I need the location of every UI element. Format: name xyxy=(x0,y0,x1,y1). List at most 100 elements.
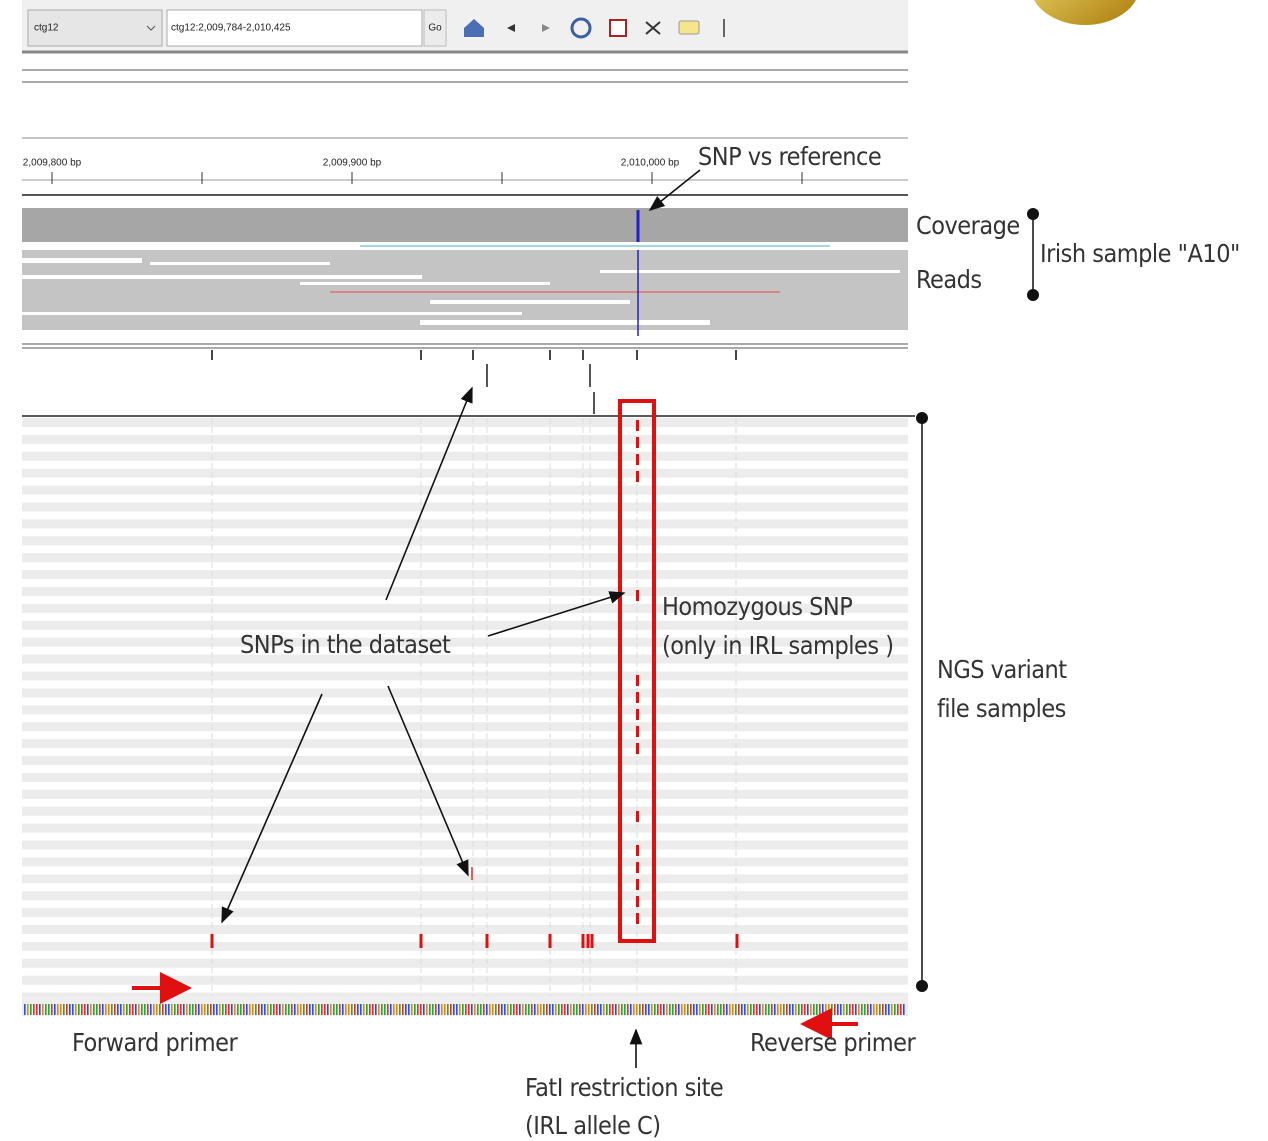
base xyxy=(84,1004,86,1015)
read-gap xyxy=(22,258,142,263)
variant-call xyxy=(736,934,739,948)
base xyxy=(672,1004,674,1015)
base xyxy=(660,1004,662,1015)
base xyxy=(732,1004,734,1015)
ruler-label: 2,009,800 bp xyxy=(23,158,82,169)
base xyxy=(384,1004,386,1015)
base xyxy=(639,1004,641,1015)
variant-call xyxy=(636,862,639,873)
base xyxy=(666,1004,668,1015)
base xyxy=(480,1004,482,1015)
ruler-label: 2,010,000 bp xyxy=(621,158,680,169)
annotation: Forward primer xyxy=(72,1028,238,1057)
annotation: Coverage xyxy=(916,211,1020,240)
base xyxy=(330,1004,332,1015)
base xyxy=(285,1004,287,1015)
variant-call xyxy=(636,879,639,890)
annotation: FatI restriction site xyxy=(525,1073,723,1102)
base xyxy=(567,1004,569,1015)
base xyxy=(57,1004,59,1015)
base xyxy=(258,1004,260,1015)
variant-call xyxy=(591,934,594,948)
sample-row xyxy=(22,621,908,630)
annotation: NGS variant xyxy=(937,655,1067,684)
base xyxy=(195,1004,197,1015)
base xyxy=(189,1004,191,1015)
base xyxy=(273,1004,275,1015)
variant-call xyxy=(636,896,639,907)
base xyxy=(777,1004,779,1015)
base xyxy=(381,1004,383,1015)
base xyxy=(339,1004,341,1015)
base xyxy=(702,1004,704,1015)
sample-row xyxy=(22,553,908,562)
variant-call xyxy=(486,934,489,948)
base xyxy=(279,1004,281,1015)
sample-row xyxy=(22,435,908,444)
base xyxy=(516,1004,518,1015)
base xyxy=(585,1004,587,1015)
base xyxy=(867,1004,869,1015)
screenshot: ctg12 ctg12:2,009,784-2,010,425 Go 2,009… xyxy=(0,0,1268,1141)
base xyxy=(750,1004,752,1015)
annotation: (IRL allele C) xyxy=(525,1111,661,1140)
popup-button[interactable] xyxy=(679,21,699,34)
base xyxy=(336,1004,338,1015)
sample-bracket xyxy=(916,208,1039,992)
base xyxy=(588,1004,590,1015)
base xyxy=(570,1004,572,1015)
base xyxy=(477,1004,479,1015)
read-gap xyxy=(22,312,522,315)
base xyxy=(543,1004,545,1015)
base xyxy=(435,1004,437,1015)
region-button[interactable] xyxy=(610,20,626,36)
base xyxy=(531,1004,533,1015)
sample-row xyxy=(22,519,908,528)
base xyxy=(363,1004,365,1015)
base xyxy=(249,1004,251,1015)
annotation: Reads xyxy=(916,265,982,294)
sample-row xyxy=(22,452,908,461)
sample-row xyxy=(22,857,908,866)
base xyxy=(51,1004,53,1015)
base xyxy=(678,1004,680,1015)
base xyxy=(234,1004,236,1015)
sample-row xyxy=(22,925,908,934)
base xyxy=(210,1004,212,1015)
read-gap xyxy=(600,270,900,273)
base xyxy=(402,1004,404,1015)
base xyxy=(147,1004,149,1015)
base xyxy=(741,1004,743,1015)
base xyxy=(714,1004,716,1015)
base xyxy=(858,1004,860,1015)
sample-row xyxy=(22,418,908,427)
sample-row xyxy=(22,790,908,799)
sample-row xyxy=(22,705,908,714)
base xyxy=(228,1004,230,1015)
base xyxy=(852,1004,854,1015)
base xyxy=(792,1004,794,1015)
variant-call xyxy=(211,934,214,948)
base xyxy=(96,1004,98,1015)
base xyxy=(861,1004,863,1015)
base xyxy=(126,1004,128,1015)
base xyxy=(183,1004,185,1015)
base xyxy=(309,1004,311,1015)
base xyxy=(795,1004,797,1015)
base xyxy=(507,1004,509,1015)
sample-row xyxy=(22,976,908,985)
base xyxy=(438,1004,440,1015)
sample-row xyxy=(22,807,908,816)
base xyxy=(264,1004,266,1015)
base xyxy=(102,1004,104,1015)
base xyxy=(432,1004,434,1015)
base xyxy=(171,1004,173,1015)
base xyxy=(831,1004,833,1015)
base xyxy=(378,1004,380,1015)
base xyxy=(738,1004,740,1015)
variant-call xyxy=(471,867,473,880)
base xyxy=(900,1004,902,1015)
base xyxy=(423,1004,425,1015)
base xyxy=(30,1004,32,1015)
sample-row xyxy=(22,739,908,748)
